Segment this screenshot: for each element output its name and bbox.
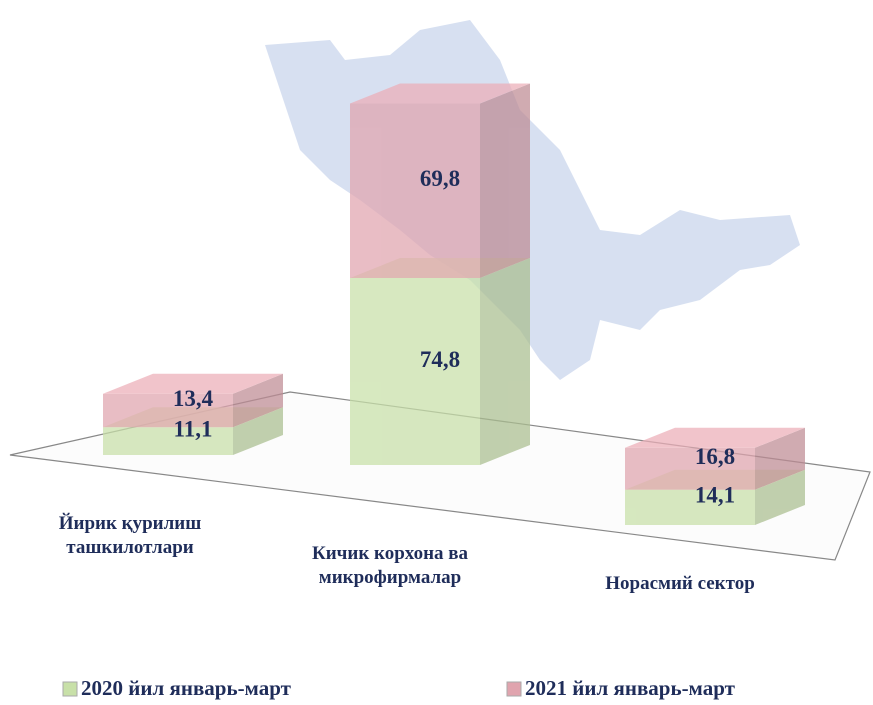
bar-front <box>103 393 233 428</box>
bar-top <box>625 427 805 448</box>
bar-top <box>103 373 283 394</box>
data-label: 74,8 <box>420 347 460 372</box>
x-tick-label: Кичик корхона ва микрофирмалар <box>312 543 469 588</box>
map-background <box>265 20 800 380</box>
bar-front <box>625 447 755 490</box>
bar-front <box>625 489 755 525</box>
legend-swatch <box>506 681 522 697</box>
bar-front <box>103 427 233 455</box>
data-label: 16,8 <box>695 444 735 469</box>
bar-side <box>755 469 805 525</box>
data-label: 11,1 <box>174 416 213 441</box>
bar-front <box>350 103 480 278</box>
bar-front <box>350 278 480 465</box>
x-tick-label-line: Кичик корхона ва <box>312 543 469 564</box>
bar-segment <box>350 258 530 465</box>
bar-side <box>755 427 805 490</box>
data-label: 13,4 <box>173 386 214 411</box>
bar-segment <box>103 373 283 428</box>
legend-swatch <box>62 681 78 697</box>
x-tick-label-line: микрофирмалар <box>319 567 461 588</box>
bar-side <box>233 407 283 455</box>
x-tick-label-line: Йирик қурилиш <box>59 512 202 534</box>
bar-segment <box>350 83 530 278</box>
x-tick-label: Норасмий сектор <box>605 573 755 594</box>
x-tick-label-line: ташкилотлари <box>66 537 193 558</box>
data-label: 69,8 <box>420 166 460 191</box>
bar-side <box>480 83 530 278</box>
data-label: 14,1 <box>695 483 735 508</box>
legend-label: 2021 йил январь-март <box>525 676 736 700</box>
bar-side <box>233 373 283 428</box>
x-tick-label-line: Норасмий сектор <box>605 573 755 594</box>
legend-label: 2020 йил январь-март <box>81 676 292 700</box>
x-tick-label: Йирик қурилиш ташкилотлари <box>59 512 202 558</box>
bar-segment <box>625 427 805 490</box>
bar-side <box>480 258 530 465</box>
bar-top <box>350 83 530 104</box>
